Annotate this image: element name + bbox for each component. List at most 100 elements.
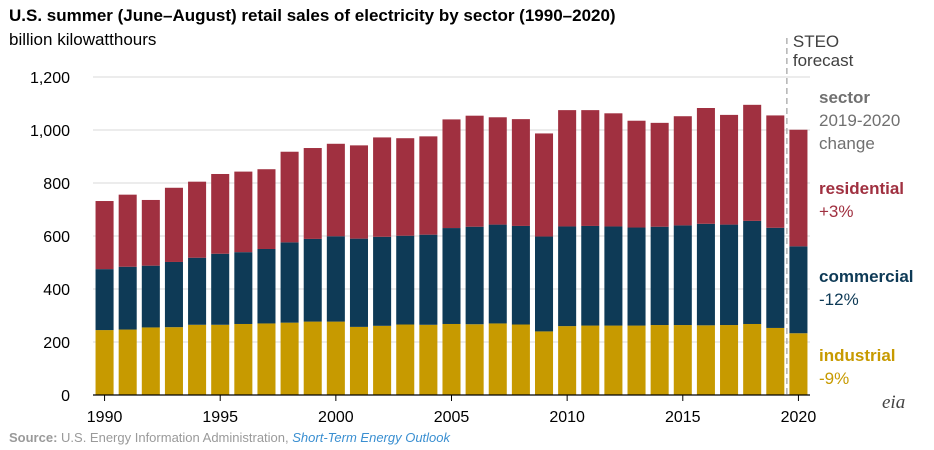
x-tick-label: 2005	[434, 409, 470, 426]
x-axis: 1990 1995 2000 2005 2010 2015 2020	[87, 394, 816, 426]
y-tick-label: 0	[61, 388, 70, 405]
bar-industrial-2020	[789, 333, 808, 395]
legend-industrial-label: industrial	[819, 346, 896, 365]
bar-commercial-2001	[349, 238, 368, 327]
bar-industrial-2006	[465, 324, 484, 395]
bars	[95, 104, 808, 395]
bar-residential-2019	[766, 115, 785, 228]
x-tick-label: 2000	[318, 409, 354, 426]
bar-commercial-2005	[442, 228, 461, 324]
bar-residential-2014	[650, 122, 669, 227]
forecast-label: STEO	[793, 32, 839, 51]
forecast-label: forecast	[793, 51, 854, 70]
bar-commercial-2003	[396, 235, 415, 325]
legend-residential-change: +3%	[819, 202, 854, 221]
bar-commercial-1998	[280, 242, 299, 323]
legend-heading: 2019-2020	[819, 111, 900, 130]
x-tick-label: 1995	[202, 409, 238, 426]
bar-residential-2006	[465, 115, 484, 227]
bar-residential-2001	[349, 145, 368, 239]
bar-commercial-2010	[558, 226, 577, 327]
bar-residential-2016	[696, 108, 715, 224]
bar-industrial-2002	[373, 325, 392, 395]
bar-residential-2003	[396, 138, 415, 236]
bar-industrial-2004	[419, 324, 438, 395]
bar-industrial-1996	[234, 323, 253, 395]
bar-industrial-2019	[766, 327, 785, 395]
source-publication-link[interactable]: Short-Term Energy Outlook	[292, 430, 451, 445]
bar-commercial-1996	[234, 252, 253, 324]
bar-commercial-2009	[535, 236, 554, 332]
y-tick-label: 400	[43, 282, 70, 299]
bar-residential-1994	[188, 181, 207, 258]
sector-legend: sector 2019-2020 change residential +3% comme…	[819, 88, 914, 388]
chart-title: U.S. summer (June–August) retail sales o…	[9, 6, 616, 25]
bar-industrial-2000	[326, 321, 345, 395]
bar-industrial-1991	[118, 329, 137, 395]
bar-commercial-2020	[789, 246, 808, 334]
bar-industrial-2015	[673, 325, 692, 395]
bar-industrial-2008	[511, 324, 530, 395]
bar-commercial-2014	[650, 226, 669, 326]
bar-residential-2013	[627, 120, 646, 228]
bar-residential-2004	[419, 136, 438, 235]
y-tick-label: 1,000	[30, 123, 70, 140]
bar-residential-1995	[211, 173, 230, 254]
bar-commercial-1993	[164, 261, 183, 328]
bar-residential-1999	[303, 148, 322, 239]
legend-industrial-change: -9%	[819, 369, 849, 388]
source-text: U.S. Energy Information Administration,	[61, 430, 289, 445]
bar-residential-2017	[720, 114, 739, 225]
y-axis-labels: 0 200 400 600 800 1,000 1,200	[30, 70, 70, 405]
bar-industrial-1995	[211, 324, 230, 395]
bar-industrial-2007	[488, 323, 507, 395]
legend-commercial-label: commercial	[819, 267, 914, 286]
bar-industrial-2011	[581, 325, 600, 395]
bar-commercial-2002	[373, 236, 392, 326]
bar-industrial-2018	[743, 323, 762, 395]
y-tick-label: 200	[43, 335, 70, 352]
bar-commercial-2015	[673, 225, 692, 326]
bar-residential-2012	[604, 113, 623, 227]
source-line: Source: U.S. Energy Information Administ…	[9, 430, 450, 445]
bar-industrial-1997	[257, 323, 276, 395]
bar-industrial-2003	[396, 324, 415, 395]
legend-heading: sector	[819, 88, 870, 107]
bar-residential-1996	[234, 171, 253, 253]
bar-industrial-2016	[696, 325, 715, 395]
bar-commercial-1990	[95, 269, 114, 331]
bar-commercial-1995	[211, 253, 230, 325]
bar-residential-1997	[257, 169, 276, 249]
bar-industrial-1999	[303, 321, 322, 395]
bar-residential-1998	[280, 151, 299, 243]
bar-residential-2018	[743, 104, 762, 221]
bar-residential-2007	[488, 117, 507, 225]
bar-commercial-2013	[627, 227, 646, 326]
bar-commercial-1994	[188, 257, 207, 325]
chart-subtitle: billion kilowatthours	[9, 30, 157, 49]
bar-residential-2005	[442, 119, 461, 229]
bar-industrial-2012	[604, 325, 623, 395]
bar-commercial-2004	[419, 234, 438, 325]
legend-heading: change	[819, 134, 875, 153]
bar-commercial-2007	[488, 224, 507, 324]
bar-commercial-1997	[257, 248, 276, 324]
bar-commercial-2008	[511, 225, 530, 325]
bar-residential-1991	[118, 194, 137, 267]
legend-residential-label: residential	[819, 179, 904, 198]
x-tick-label: 2010	[549, 409, 585, 426]
bar-residential-1993	[164, 187, 183, 262]
bar-industrial-1993	[164, 327, 183, 395]
bar-industrial-1994	[188, 324, 207, 395]
bar-residential-2000	[326, 143, 345, 237]
bar-industrial-2001	[349, 326, 368, 395]
bar-commercial-2011	[581, 225, 600, 326]
bar-industrial-1992	[141, 327, 160, 395]
legend-commercial-change: -12%	[819, 290, 859, 309]
bar-residential-2020	[789, 129, 808, 247]
bar-residential-2015	[673, 116, 692, 226]
stacked-bar-chart: 0 200 400 600 800 1,000 1,200 1990 1995 2000 2005…	[30, 32, 914, 426]
bar-commercial-1999	[303, 238, 322, 322]
y-tick-label: 800	[43, 176, 70, 193]
bar-residential-1990	[95, 201, 114, 270]
